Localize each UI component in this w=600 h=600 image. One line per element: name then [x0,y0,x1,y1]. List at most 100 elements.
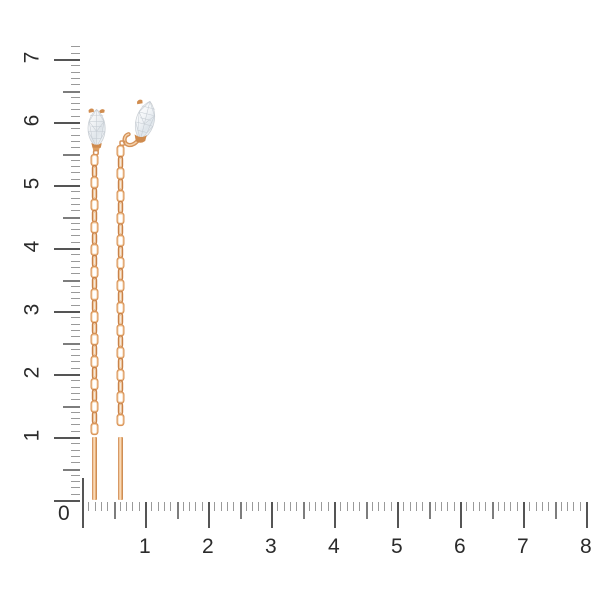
right-chain-link [117,178,124,192]
tick-minor-v [71,450,80,452]
tick-mid-h [114,502,116,519]
right-stone-group [119,99,156,148]
tick-minor-h [536,502,538,511]
tick-minor-v [71,317,80,319]
origin-stroke-h [82,478,84,502]
tick-mid-v [63,406,80,408]
left-chain [90,154,99,436]
tick-minor-h [384,502,386,511]
tick-minor-h [378,502,380,511]
right-chain-link [116,301,125,315]
left-chain-link [90,243,99,256]
tick-minor-h [189,502,191,511]
tick-minor-h [246,502,248,511]
tick-minor-h [170,502,172,511]
left-chain-link [90,355,99,368]
tick-minor-v [71,46,80,48]
left-chain-link [90,176,99,189]
tick-major-v [54,185,80,187]
tick-minor-h [195,502,197,511]
tick-minor-v [71,204,80,206]
tick-minor-h [422,502,424,511]
left-chain-link [91,299,98,313]
right-chain-link [117,290,124,304]
tick-minor-v [71,431,80,433]
left-chain-link [91,209,98,223]
tick-major-h [586,502,588,528]
left-chain-link [90,333,99,346]
tick-minor-v [71,242,80,244]
tick-minor-h [221,502,223,511]
tick-minor-v [71,198,80,200]
tick-minor-h [328,502,330,511]
tick-minor-v [71,494,80,496]
tick-mid-v [63,154,80,156]
tick-minor-h [309,502,311,511]
left-chain-link [91,411,98,425]
tick-minor-h [510,502,512,511]
tick-minor-h [164,502,166,511]
tick-minor-h [183,502,185,511]
right-chain-link [116,257,125,270]
tick-minor-h [277,502,279,511]
tick-mid-h [366,502,368,519]
h-label-2: 2 [202,535,214,558]
tick-mid-v [63,280,80,282]
tick-mid-h [303,502,305,519]
tick-minor-h [441,502,443,511]
tick-minor-v [71,235,80,237]
tick-minor-v [71,116,80,118]
left-chain-link [90,288,99,301]
tick-major-h [271,502,273,528]
h-label-7: 7 [517,535,529,558]
left-chain-link [91,321,98,335]
right-chain-link [116,391,125,404]
tick-minor-v [71,191,80,193]
right-chain-link [116,324,125,337]
left-chain-link [91,187,98,201]
right-chain-link [116,279,125,292]
left-chain-link [91,389,98,402]
tick-minor-v [71,380,80,382]
right-chain-link [116,167,125,180]
earring-left-bar [92,437,97,500]
tick-major-h [460,502,462,528]
tick-minor-h [435,502,437,511]
tick-minor-v [71,292,80,294]
left-chain-link [91,254,98,268]
tick-minor-h [158,502,160,511]
tick-minor-h [372,502,374,511]
tick-minor-v [71,103,80,105]
right-chain-link [116,369,125,382]
tick-major-v [54,248,80,250]
tick-major-h [82,502,84,528]
right-chain-link [116,212,125,225]
tick-minor-h [202,502,204,511]
tick-minor-v [71,399,80,401]
tick-major-h [334,502,336,528]
left-chain-link [90,266,99,279]
tick-minor-h [321,502,323,511]
tick-major-v [54,122,80,124]
right-chain-link [116,346,125,359]
tick-major-v [54,500,80,502]
tick-minor-h [151,502,153,511]
tick-minor-h [473,502,475,511]
h-label-1: 1 [139,535,151,558]
tick-minor-v [71,336,80,338]
tick-minor-h [139,502,141,511]
tick-major-h [397,502,399,528]
tick-minor-v [71,355,80,357]
tick-minor-v [71,97,80,99]
h-label-6: 6 [454,535,466,558]
tick-minor-h [347,502,349,511]
tick-minor-v [71,412,80,414]
tick-minor-v [71,475,80,477]
right-chain-link [117,357,124,371]
tick-minor-h [567,502,569,511]
left-chain-link [90,154,99,167]
tick-mid-v [63,469,80,471]
tick-minor-v [71,147,80,149]
tick-minor-h [403,502,405,511]
right-chain-link [116,189,125,203]
